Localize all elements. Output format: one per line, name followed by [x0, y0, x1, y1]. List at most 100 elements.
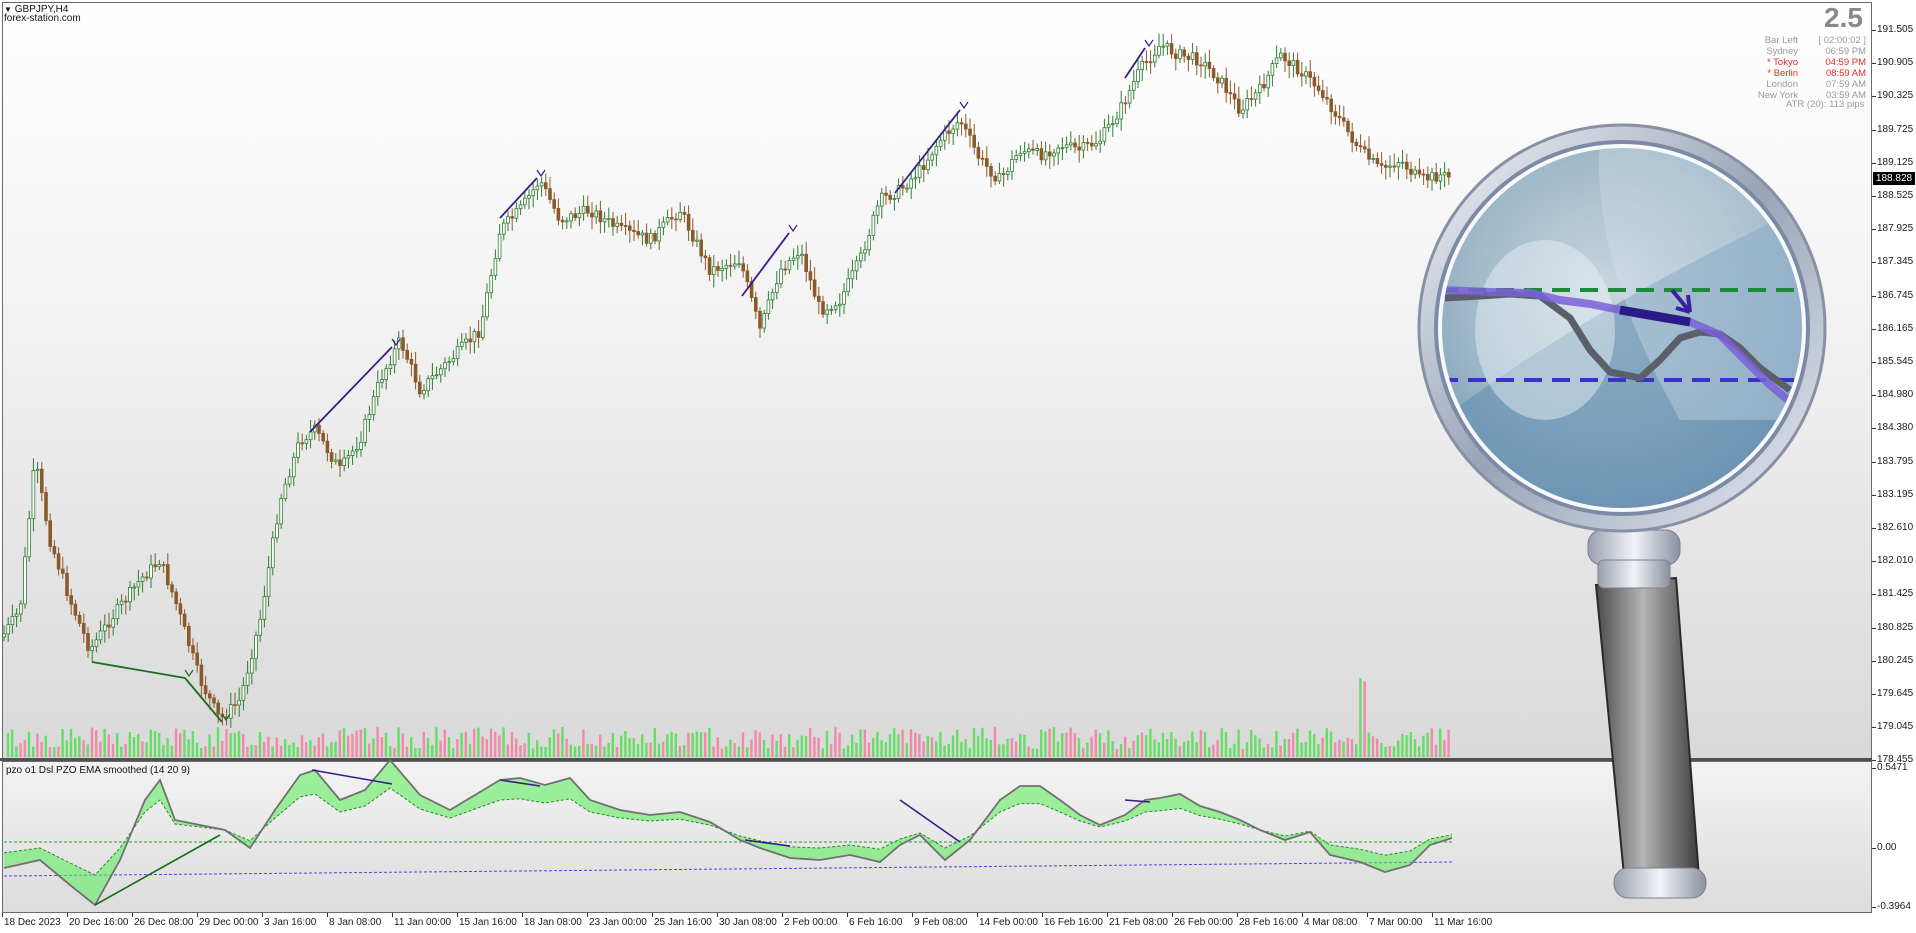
volume-bar: [384, 732, 388, 757]
candle-body: [338, 459, 342, 466]
candle-body: [354, 449, 359, 452]
volume-bar: [662, 741, 665, 757]
volume-bar: [1266, 743, 1270, 757]
volume-bar: [825, 730, 829, 757]
price-axis[interactable]: [1872, 0, 1916, 933]
volume-bar: [1128, 747, 1131, 757]
volume-bar: [573, 746, 577, 757]
volume-bar: [1317, 743, 1320, 757]
volume-bar: [78, 736, 81, 757]
candle-body: [115, 604, 120, 620]
candle-body: [859, 252, 863, 262]
spread-value: 2.5: [1824, 2, 1863, 33]
candle-body: [602, 218, 607, 223]
volume-bar: [960, 741, 963, 757]
candle-body: [1010, 159, 1014, 172]
volume-bar: [1325, 728, 1328, 757]
volume-bar: [422, 731, 425, 757]
volume-bar: [750, 739, 753, 757]
oscillator-line: [3, 758, 1453, 907]
volume-bar: [905, 743, 908, 757]
time-tick: [782, 913, 783, 917]
volume-bar: [935, 741, 938, 757]
volume-bar: [347, 735, 350, 757]
candle-body: [665, 217, 670, 223]
volume-bar: [418, 748, 421, 757]
panel-divider[interactable]: [0, 758, 1874, 761]
candle-body: [829, 308, 834, 311]
candle-body: [1060, 147, 1065, 150]
volume-bar: [939, 731, 942, 757]
candle-body: [468, 338, 472, 343]
candle-body: [1409, 168, 1413, 175]
triangle-down-icon[interactable]: ▼: [4, 5, 12, 14]
candle-body: [329, 452, 334, 462]
volume-bar: [452, 748, 455, 757]
volume-bar: [103, 728, 106, 757]
time-tick: [392, 913, 393, 917]
volume-bar: [179, 733, 182, 757]
candle-body: [346, 455, 351, 459]
time-axis[interactable]: [0, 913, 1872, 933]
candle-body: [77, 614, 82, 624]
volume-bar: [313, 745, 316, 757]
volume-bar: [338, 730, 341, 757]
divergence-line: [741, 232, 790, 297]
candle-body: [842, 291, 846, 305]
candle-body: [1342, 117, 1346, 122]
candle-body: [682, 211, 687, 215]
time-tick: [1302, 913, 1303, 917]
volume-bar: [1103, 742, 1106, 757]
price-tick: [1872, 494, 1876, 496]
volume-bar: [536, 740, 539, 757]
candle-body: [875, 205, 880, 216]
volume-bar: [653, 728, 656, 757]
volume-bar: [918, 734, 921, 757]
price-tick-label: 186.165: [1877, 322, 1914, 334]
candle-body: [926, 159, 930, 170]
candle-body: [615, 222, 619, 227]
volume-bar: [578, 746, 581, 757]
divergence-arrow: [959, 101, 969, 110]
candle-body: [716, 266, 720, 271]
volume-bar: [1166, 739, 1169, 757]
candle-body: [661, 221, 666, 228]
symbol-label: GBPJPY,H4: [14, 4, 69, 15]
candle-body: [556, 207, 561, 221]
volume-bar: [1258, 738, 1261, 757]
candle-body: [165, 564, 170, 586]
volume-bar: [615, 747, 619, 757]
candle-body: [300, 442, 304, 445]
volume-bar: [594, 745, 598, 757]
candle-body: [527, 195, 531, 199]
time-tick-label: 18 Jan 08:00: [524, 917, 582, 928]
time-tick: [977, 913, 978, 917]
candle-body: [27, 518, 31, 558]
candle-body: [1199, 64, 1203, 67]
candle-body: [65, 572, 69, 597]
candle-body: [707, 257, 712, 275]
symbol-header[interactable]: ▼ GBPJPY,H4: [4, 4, 68, 15]
candle-body: [1123, 102, 1128, 105]
candle-body: [703, 255, 708, 259]
volume-bar: [271, 746, 274, 757]
volume-bar: [23, 740, 26, 757]
candle-body: [514, 208, 519, 219]
volume-bar: [1367, 732, 1370, 757]
volume-bar: [456, 739, 459, 757]
candle-body: [489, 275, 493, 294]
volume-bar: [956, 729, 959, 757]
candle-body: [1216, 77, 1220, 84]
volume-bar: [1426, 732, 1429, 757]
price-tick: [1872, 262, 1876, 264]
candle-body: [728, 264, 733, 267]
candle-body: [455, 346, 460, 359]
candle-body: [443, 362, 447, 370]
volume-bar: [1430, 728, 1433, 757]
candle-body: [1027, 148, 1031, 153]
time-tick: [197, 913, 198, 917]
candle-body: [241, 684, 246, 701]
volume-bar: [1107, 730, 1110, 757]
volume-bar: [968, 748, 971, 757]
